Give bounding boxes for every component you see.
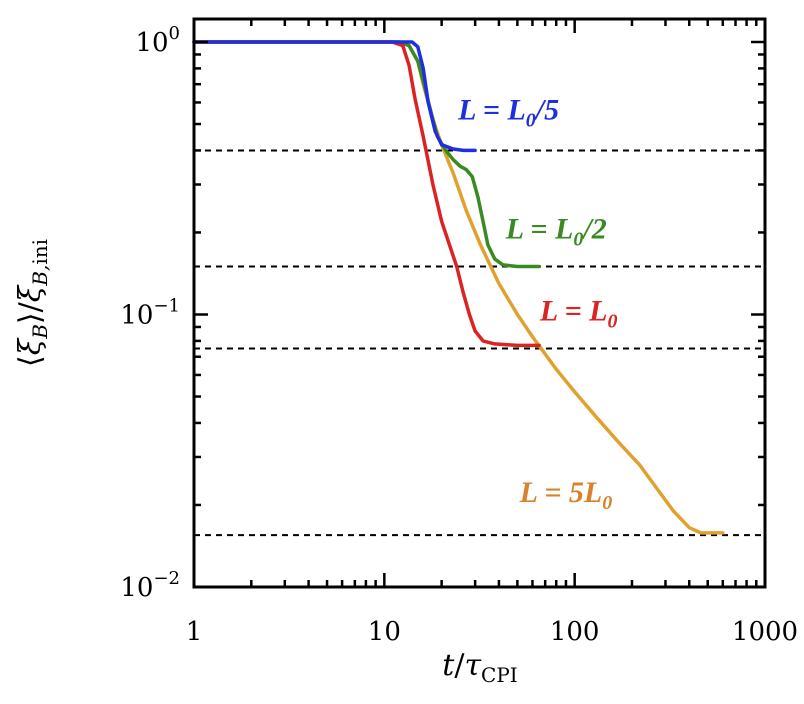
y-axis-label-sub2: B, [28,265,52,287]
annotation-0: L = L0/5 [457,93,559,131]
x-axis-label: t/τCPI [442,648,517,687]
series-line-1 [192,40,541,269]
y-axis-label-rang: ⟩/ [13,301,48,324]
y-tick-label-2: 10−2 [120,568,180,603]
series-layer [192,40,725,535]
y-axis-label-xi1: ξ [13,337,48,355]
annotation-2: L = L0 [539,295,618,333]
annotation-suffix: /2 [581,213,606,246]
y-tick-label-exponent: 0 [169,23,180,44]
annotation-subscript: 0 [573,229,583,251]
annotation-subscript: 0 [608,311,618,333]
annotation-3: L = 5L0 [519,476,613,514]
x-tick-label-3: 1000 [732,617,798,647]
plot-frame [192,17,767,589]
x-axis-label-sub: CPI [481,663,518,687]
annotations: L = L0/5L = L0/2L = L0L = 5L0 [457,93,617,514]
series-line-3 [192,40,477,153]
x-tick-label-1: 10 [368,617,401,647]
series-line-2 [192,40,541,348]
annotation-main: L = L [457,93,526,126]
y-tick-label-base: 10 [135,28,168,58]
annotation-suffix: /5 [534,93,559,126]
x-tick-label-0: 1 [186,617,203,647]
annotation-main: L = L [539,295,608,328]
y-axis-label-sub1: B [28,324,52,340]
y-tick-label-0: 100 [135,23,180,58]
y-tick-label-1: 10−1 [120,296,180,331]
dashed-reference-lines [194,149,765,537]
annotation-main: L = L [505,213,574,246]
annotation-1: L = L0/2 [505,213,607,251]
y-axis-label-lang: ⟨ [13,355,48,367]
x-tick-label-2: 100 [550,617,600,647]
y-tick-label-base: 10 [120,301,153,331]
annotation-main: L = 5L [519,476,603,509]
y-tick-label-base: 10 [120,573,153,603]
y-tick-label-exponent: −1 [153,296,180,317]
annotation-subscript: 0 [526,109,536,131]
x-axis-label-t: t [442,648,455,683]
x-axis-label-tau: τ [464,648,481,683]
y-tick-label-exponent: −2 [153,568,180,589]
x-axis-label-slash: / [454,648,465,683]
y-axis-label-xi2: ξ [13,284,48,302]
y-axis-label-sub3: ini [28,239,52,265]
y-axis-label: ⟨ξB⟩/ξB,ini [13,239,52,367]
annotation-subscript: 0 [602,492,612,514]
